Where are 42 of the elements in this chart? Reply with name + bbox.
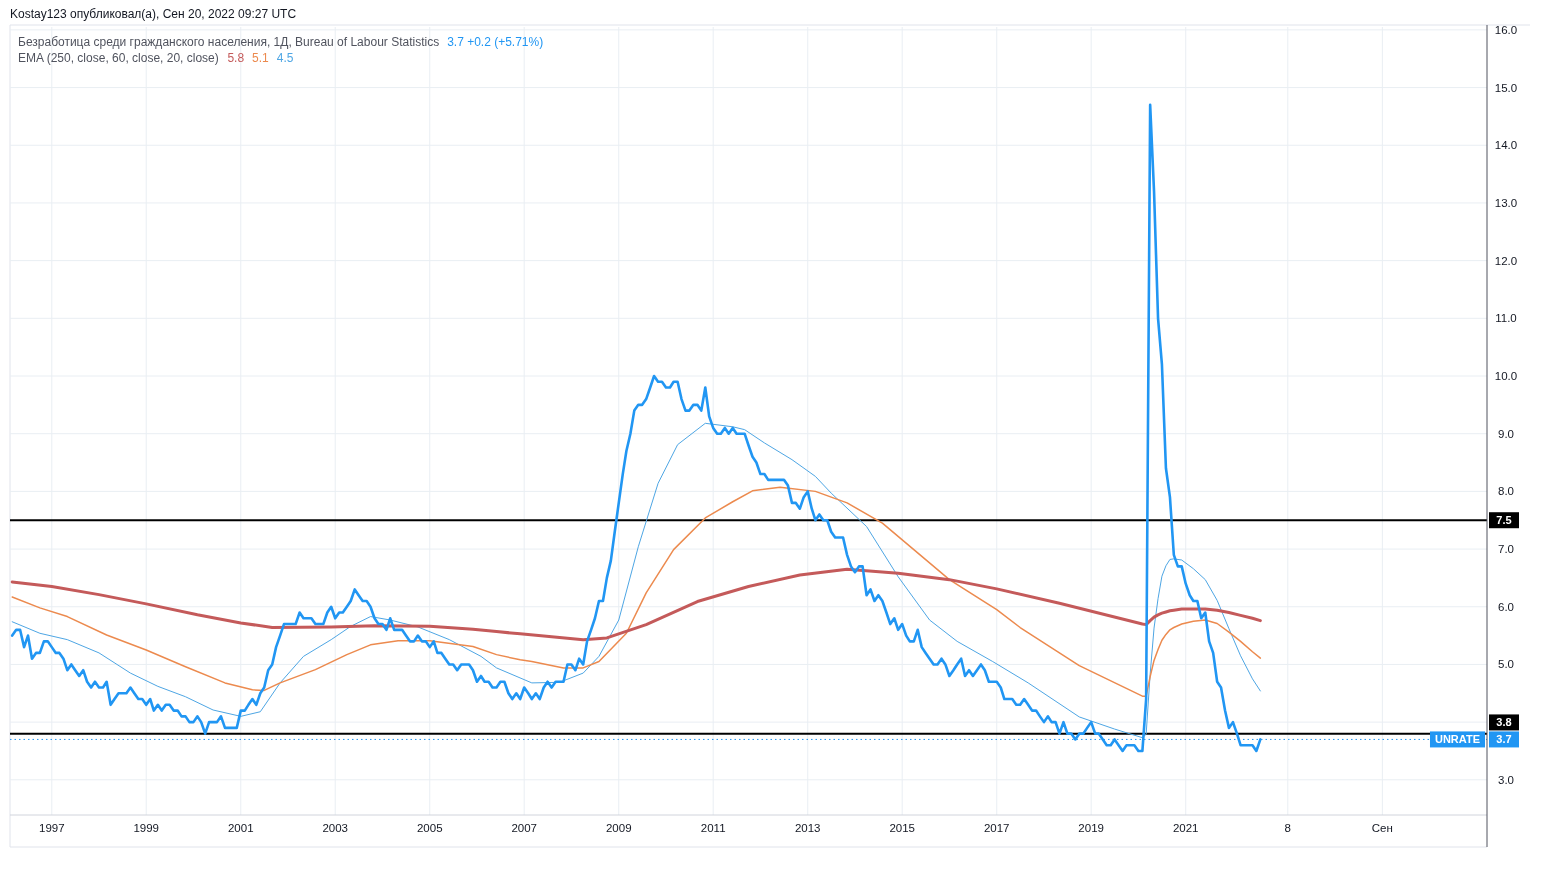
annotation: Безработица среди гражданского населения, 1Д, Bureau of Labour Statistics [18,35,440,49]
line-series [10,567,1262,642]
y-tick-label: 10.0 [1494,370,1518,382]
x-tick-label: 2021 [1172,822,1199,834]
y-tick-label: 7.0 [1498,543,1514,556]
x-tick-label: 2019 [1078,822,1104,834]
y-tick-label: 8.0 [1498,485,1514,498]
y-tick-label: 11.0 [1495,312,1517,325]
x-tick-label: 2001 [227,822,254,834]
x-tick-label: 2013 [794,822,821,834]
x-tick-label: 2015 [889,822,915,834]
y-tick-label: 16.0 [1494,23,1518,36]
x-tick-label: 8 [1284,822,1291,834]
annotation: 5.8 [227,51,245,65]
annotation: 4.5 [276,51,294,65]
x-tick-label: 2009 [605,822,632,834]
ref-line-label: 3.7 [1496,733,1512,746]
x-tick-label: 1997 [38,822,65,834]
y-tick-label: 3.0 [1498,773,1514,786]
ref-line-label: 7.5 [1496,514,1512,527]
x-tick-label: 2007 [511,822,537,834]
y-tick-label: 12.0 [1494,254,1518,267]
y-tick-label: 9.0 [1498,427,1514,440]
line-series [11,486,1262,697]
y-tick-label: 5.0 [1498,658,1514,671]
x-tick-label: 2011 [700,822,726,834]
line-series [11,422,1261,739]
x-tick-label: Сен [1371,822,1393,834]
ref-line-label: 3.8 [1496,716,1512,729]
x-tick-label: 1999 [133,822,160,834]
y-tick-label: 13.0 [1494,196,1518,209]
legend-label: UNRATE [1434,733,1480,746]
y-tick-label: 14.0 [1494,139,1518,152]
annotation: 5.1 [252,51,270,65]
y-tick-label: 15.0 [1494,81,1518,94]
y-tick-label: 6.0 [1498,600,1514,613]
annotation: 3.7 +0.2 (+5.71%) [447,35,544,49]
annotation: EMA (250, close, 60, close, 20, close) [18,51,219,65]
x-tick-label: 2017 [983,822,1010,834]
x-tick-label: 2005 [416,822,443,834]
x-tick-label: 2003 [322,822,348,834]
chart-title: Kostay123 опубликовал(а), Сен 20, 2022 09:27 UTC [10,7,297,21]
